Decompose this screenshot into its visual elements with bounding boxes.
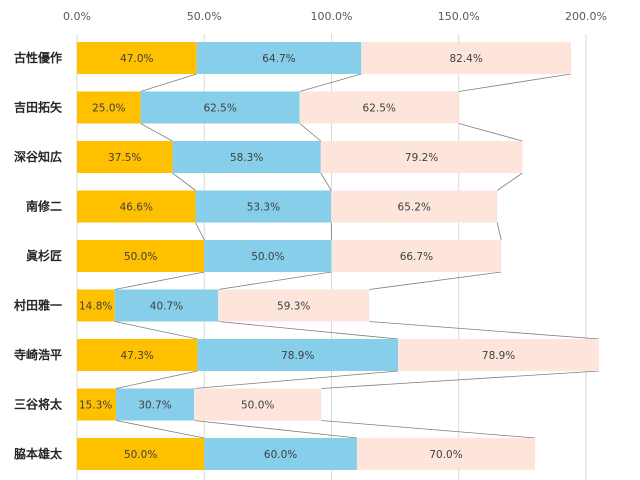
bar-segment — [172, 141, 321, 173]
bar-segment — [194, 388, 322, 421]
data-label: 47.0% — [120, 53, 153, 65]
series-line — [369, 271, 502, 290]
bar-segment — [140, 91, 300, 124]
series-line — [458, 123, 523, 142]
data-label: 37.5% — [108, 152, 141, 164]
bar-segment — [299, 91, 459, 124]
data-label: 50.0% — [251, 251, 284, 263]
category-label: 眞杉匠 — [26, 248, 62, 263]
category-label: 村田雅一 — [14, 298, 62, 313]
category-label: 寺崎浩平 — [14, 347, 62, 362]
series-line — [458, 73, 572, 92]
series-line — [321, 420, 536, 439]
series-line — [194, 420, 357, 439]
series-line — [114, 321, 198, 340]
bar-segment — [195, 190, 332, 223]
series-line — [114, 271, 205, 290]
x-tick-label: 100.0% — [311, 10, 353, 23]
data-label: 70.0% — [429, 449, 462, 461]
bar-segment — [77, 438, 205, 470]
data-label: 15.3% — [79, 400, 112, 412]
series-line — [369, 321, 600, 340]
bar-segment — [197, 339, 399, 371]
x-tick-label: 150.0% — [438, 10, 480, 23]
data-label: 14.8% — [79, 301, 112, 313]
x-tick-label: 50.0% — [187, 10, 222, 23]
bar-segment — [331, 190, 498, 223]
data-label: 50.0% — [241, 400, 274, 412]
series-line — [140, 123, 173, 142]
series-line — [115, 370, 198, 389]
series-line — [172, 172, 196, 191]
series-lines — [114, 73, 600, 439]
x-tick-label: 200.0% — [565, 10, 607, 23]
data-label: 64.7% — [262, 53, 295, 65]
bar-segment — [218, 289, 370, 322]
bar-segment — [361, 42, 571, 74]
bar-segment — [331, 240, 502, 272]
data-label: 62.5% — [203, 103, 236, 115]
series-line — [218, 321, 399, 340]
series-line — [496, 172, 523, 191]
data-label: 79.2% — [405, 152, 438, 164]
data-label: 25.0% — [92, 103, 125, 115]
data-label: 78.9% — [281, 350, 314, 362]
series-line — [320, 172, 332, 191]
data-label: 50.0% — [124, 449, 157, 461]
labels: 0.0% 50.0% 100.0% 150.0% 200.0% 47.0% 64.7% 82.… — [14, 10, 607, 461]
series-line — [299, 73, 362, 92]
category-label: 南修二 — [26, 199, 62, 214]
bar-segment — [77, 42, 197, 74]
bar-segment — [115, 388, 195, 421]
data-label: 30.7% — [138, 400, 171, 412]
series-line — [194, 370, 399, 389]
category-label: 脇本雄太 — [14, 446, 63, 461]
category-label: 吉田拓矢 — [14, 100, 63, 115]
bar-segment — [77, 190, 196, 223]
data-label: 40.7% — [150, 301, 183, 313]
bar-segment — [320, 141, 523, 173]
series-line — [195, 222, 205, 241]
data-label: 50.0% — [124, 251, 157, 263]
category-label: 三谷将太 — [14, 397, 63, 412]
bar-segment — [356, 438, 536, 470]
series-line — [218, 271, 332, 290]
data-label: 82.4% — [449, 53, 482, 65]
bars — [77, 42, 599, 470]
data-label: 59.3% — [277, 301, 310, 313]
bar-segment — [204, 240, 332, 272]
category-label: 古性優作 — [14, 50, 62, 65]
bar-segment — [398, 339, 599, 371]
series-line — [321, 370, 600, 389]
data-label: 78.9% — [482, 350, 515, 362]
data-label: 60.0% — [264, 449, 297, 461]
bar-segment — [114, 289, 219, 322]
bar-segment — [77, 339, 198, 371]
bar-segment — [77, 141, 173, 173]
data-label: 65.2% — [398, 202, 431, 214]
bar-segment — [77, 289, 115, 322]
bar-segment — [204, 438, 357, 470]
series-line — [496, 222, 502, 241]
bar-segment — [77, 91, 141, 124]
series-line — [299, 123, 322, 142]
bar-segment — [77, 240, 205, 272]
data-label: 62.5% — [363, 103, 396, 115]
data-label: 58.3% — [230, 152, 263, 164]
bar-segment — [77, 388, 116, 421]
data-label: 47.3% — [121, 350, 154, 362]
data-label: 46.6% — [120, 202, 153, 214]
series-line — [140, 73, 197, 92]
category-label: 深谷知広 — [14, 149, 62, 164]
x-tick-label: 0.0% — [63, 10, 91, 23]
bar-segment — [196, 42, 362, 74]
series-line — [115, 420, 205, 439]
data-label: 66.7% — [400, 251, 433, 263]
data-label: 53.3% — [247, 202, 280, 214]
